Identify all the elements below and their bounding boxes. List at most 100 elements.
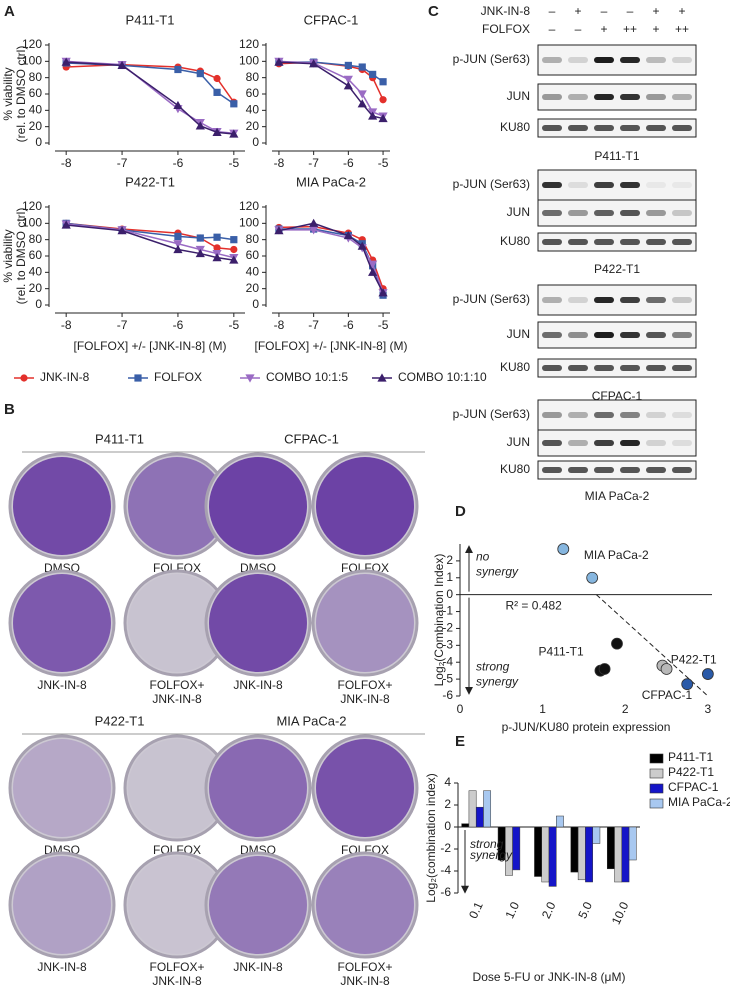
band: [542, 210, 562, 216]
band: [672, 440, 692, 446]
marker: [357, 241, 367, 250]
blot-row-label: p-JUN (Ser63): [453, 177, 530, 191]
well-label: FOLFOX+: [337, 678, 392, 692]
marker: [358, 63, 366, 71]
assay-title: P422-T1: [95, 713, 145, 728]
legend-marker: [20, 374, 28, 382]
x-tick-label: -6: [173, 318, 184, 332]
band: [672, 125, 692, 131]
well-stain: [316, 574, 414, 672]
band: [594, 440, 614, 446]
marker: [173, 100, 183, 110]
x-tick-label: -5: [378, 156, 389, 170]
treatment-symbol: +: [652, 4, 659, 18]
band: [646, 297, 666, 303]
blot-row-label: KU80: [500, 462, 530, 476]
legend-marker: [245, 374, 255, 383]
y-tick-label: 100: [239, 216, 259, 230]
marker: [117, 226, 127, 235]
marker: [213, 233, 221, 241]
band: [646, 182, 666, 188]
y-tick-label: 0: [35, 297, 42, 311]
point: [598, 663, 611, 675]
blot-row-label: KU80: [500, 120, 530, 134]
bar: [483, 790, 492, 828]
band: [620, 412, 640, 418]
blot-frame: [537, 118, 697, 138]
bar: [570, 826, 579, 873]
band: [594, 297, 614, 303]
y-tick-label: -2: [440, 841, 451, 855]
blot-row-label: KU80: [500, 360, 530, 374]
band: [594, 57, 614, 63]
legend-label: P422-T1: [668, 765, 714, 779]
marker: [230, 100, 238, 108]
legend-swatch: [649, 768, 664, 779]
well-label: JNK-IN-8: [233, 960, 283, 974]
x-axis-label: [FOLFOX] +/- [JNK-IN-8] (M): [73, 339, 226, 353]
well-stain: [316, 739, 414, 837]
treatment-symbol: –: [549, 22, 556, 36]
y-tick-label: -2: [442, 621, 453, 635]
band: [646, 125, 666, 131]
y-tick-label: -4: [440, 863, 451, 877]
band: [672, 210, 692, 216]
blot-frame: [537, 232, 697, 252]
band: [594, 332, 614, 338]
bar: [606, 826, 615, 870]
y-tick-label: 20: [29, 281, 43, 295]
band: [542, 440, 562, 446]
well-stain: [209, 856, 307, 954]
treatment-symbol: ++: [623, 22, 637, 36]
blot-frame: [537, 44, 697, 76]
series-line: [66, 223, 235, 259]
treatment-symbol: +: [600, 22, 607, 36]
band: [620, 332, 640, 338]
band: [646, 239, 666, 245]
point: [557, 543, 570, 555]
band: [646, 412, 666, 418]
x-axis-label: [FOLFOX] +/- [JNK-IN-8] (M): [254, 339, 407, 353]
well-label: JNK-IN-8: [152, 974, 202, 988]
band: [594, 210, 614, 216]
blot-frame: [537, 321, 697, 349]
bar: [548, 826, 557, 887]
y-tick-label: 60: [29, 248, 43, 262]
y-tick-label: 80: [246, 232, 260, 246]
blot-frame: [537, 460, 697, 480]
marker: [343, 230, 353, 240]
marker: [343, 81, 353, 90]
bar: [475, 806, 484, 828]
treatment-label: JNK-IN-8: [481, 4, 531, 18]
annotation: synergy: [476, 565, 519, 579]
blot-row-label: JUN: [507, 205, 530, 219]
x-tick-label: 2.0: [539, 899, 559, 920]
marker: [378, 113, 388, 123]
legend-label: P411-T1: [668, 750, 713, 764]
well-stain: [128, 574, 226, 672]
treatment-symbol: –: [601, 4, 608, 18]
y-tick-label: -3: [442, 638, 453, 652]
marker: [343, 75, 353, 84]
y-tick-label: 1: [446, 570, 453, 584]
well-label: JNK-IN-8: [37, 960, 87, 974]
blot-frame: [537, 199, 697, 227]
well-stain: [13, 574, 111, 672]
marker: [173, 240, 183, 249]
marker: [379, 96, 387, 104]
point: [681, 678, 694, 691]
marker: [174, 232, 182, 240]
panel-label: B: [4, 401, 15, 418]
blot-frame: [537, 429, 697, 457]
band: [620, 57, 640, 63]
blot-row-label: JUN: [507, 327, 530, 341]
y-tick-label: 80: [29, 232, 43, 246]
y-tick-label: 40: [246, 103, 260, 117]
band: [542, 332, 562, 338]
band: [542, 239, 562, 245]
x-tick-label: 10.0: [609, 899, 632, 926]
annotation: no: [476, 550, 490, 564]
band: [568, 332, 588, 338]
y-tick-label: 20: [246, 119, 260, 133]
y-tick-label: 100: [239, 54, 259, 68]
